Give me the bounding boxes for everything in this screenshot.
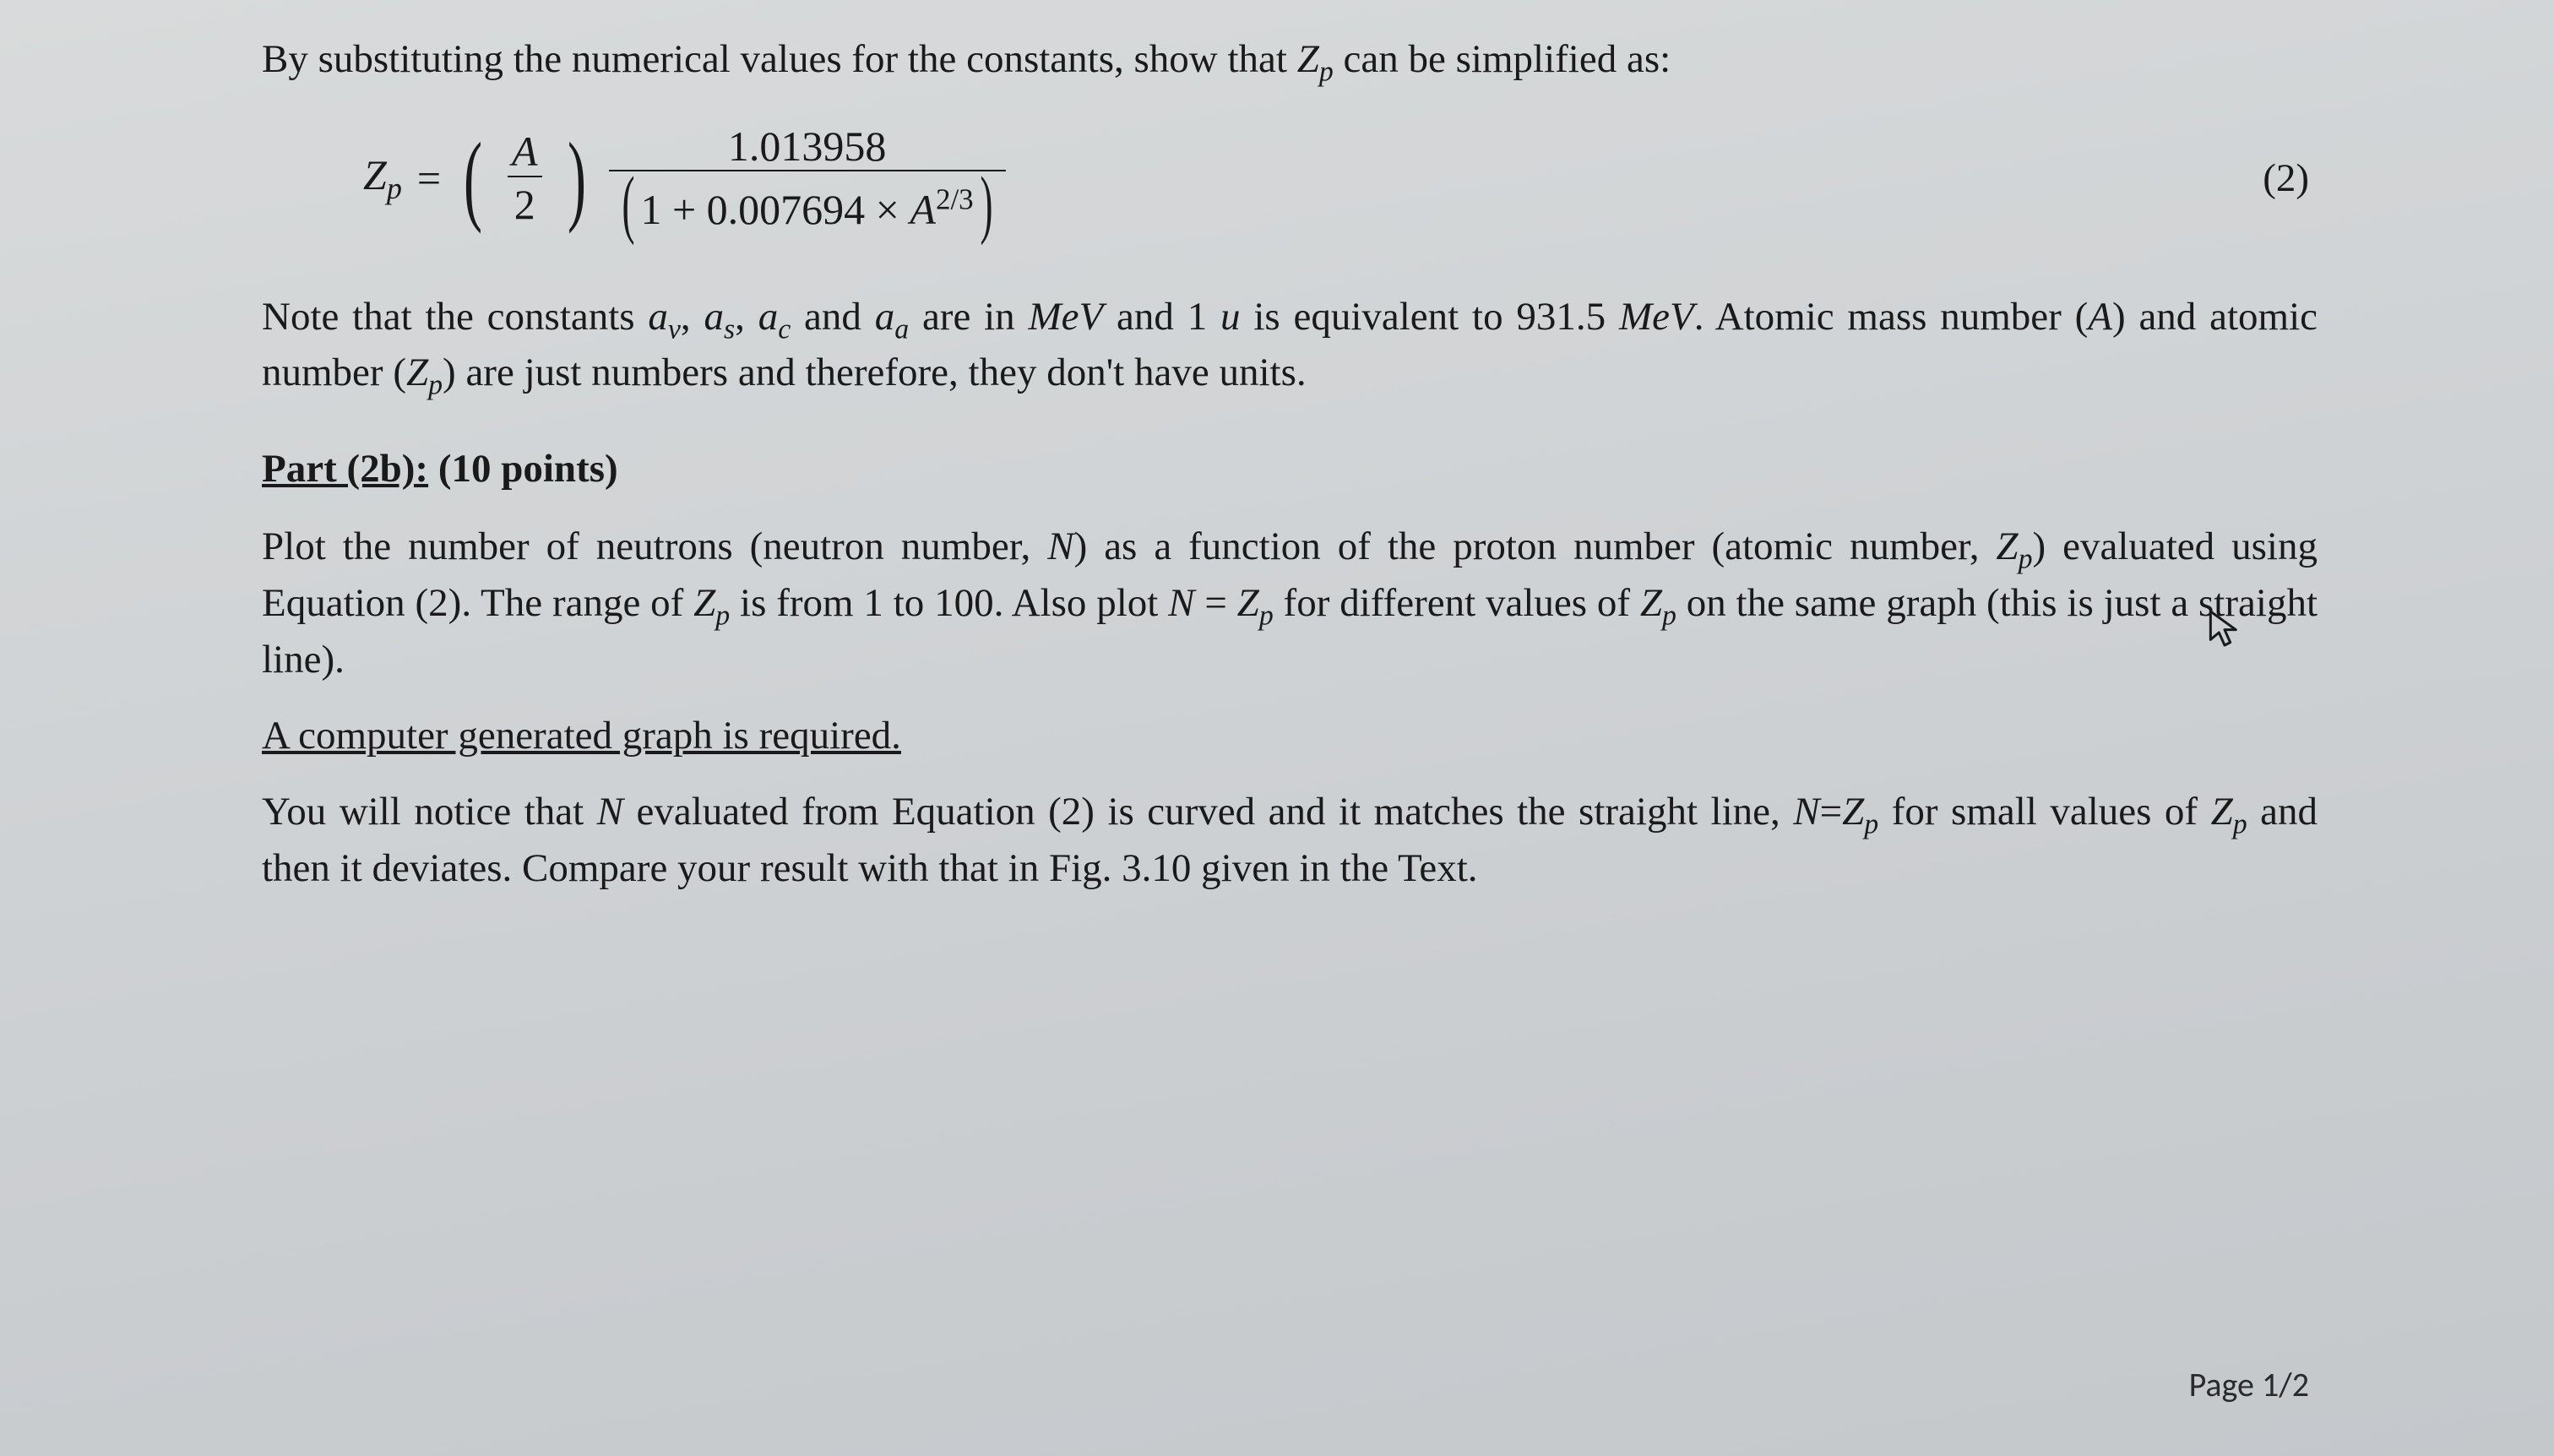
note-mev: MeV bbox=[1029, 295, 1104, 339]
b2-zp-base: Z bbox=[1842, 790, 1864, 834]
note-c2: , bbox=[735, 295, 758, 339]
part-2b-rest: (10 points) bbox=[428, 447, 618, 491]
note-zp2-base: Z bbox=[406, 350, 428, 394]
as-a: a bbox=[704, 295, 724, 339]
cursor-icon bbox=[2208, 608, 2242, 649]
eq-frac1-num: A bbox=[505, 129, 545, 176]
note-mid2: and 1 bbox=[1103, 295, 1220, 339]
eq-numerator: 1.013958 bbox=[721, 124, 894, 171]
eq-lhs-base: Z bbox=[363, 151, 387, 198]
b1-t4: is from 1 to 100. Also plot bbox=[730, 581, 1168, 625]
ac-sub: c bbox=[778, 313, 791, 345]
note-A: A bbox=[2088, 295, 2112, 339]
b1-zp2-sub: p bbox=[715, 600, 730, 631]
rparen2-icon: ) bbox=[980, 182, 992, 227]
note-mid3: is equivalent to 931.5 bbox=[1241, 295, 1619, 339]
body1-paragraph: Plot the number of neutrons (neutron num… bbox=[262, 521, 2318, 685]
requirement-paragraph: A computer generated graph is required. bbox=[262, 710, 2318, 761]
eq-frac-A2: A 2 bbox=[505, 129, 545, 226]
part-2b-heading: Part (2b): (10 points) bbox=[262, 446, 2318, 492]
eq-den-pre: 1 + 0.007694 × bbox=[640, 186, 910, 233]
av-a: a bbox=[648, 295, 668, 339]
note-c1: , bbox=[681, 295, 704, 339]
intro-pre: By substituting the numerical values for… bbox=[262, 37, 1297, 81]
lparen2-icon: ( bbox=[622, 182, 634, 227]
as-sub: s bbox=[724, 313, 735, 345]
eq-lhs-sub: p bbox=[387, 171, 402, 205]
b2-zp2-base: Z bbox=[2211, 790, 2233, 834]
rparen-icon: ) bbox=[568, 138, 586, 219]
av-sub: v bbox=[668, 313, 681, 345]
b1-t5: for different values of bbox=[1274, 581, 1640, 625]
body2-paragraph: You will notice that N evaluated from Eq… bbox=[262, 786, 2318, 894]
note-and: and bbox=[791, 295, 874, 339]
page-number: Page 1/2 bbox=[2189, 1364, 2309, 1405]
eq-denominator: (1 + 0.007694 × A2/3) bbox=[609, 170, 1006, 232]
b1-t1: Plot the number of neutrons (neutron num… bbox=[262, 524, 1047, 568]
b1-zp-sub: p bbox=[2019, 544, 2033, 575]
eq-den-A: A bbox=[910, 186, 936, 233]
intro-post: can be simplified as: bbox=[1334, 37, 1671, 81]
aa-sub: a bbox=[894, 313, 909, 345]
note-pre: Note that the constants bbox=[262, 295, 648, 339]
b1-zp4-base: Z bbox=[1640, 581, 1662, 625]
document-page: By substituting the numerical values for… bbox=[0, 0, 2554, 1456]
note-zp2-sub: p bbox=[428, 370, 443, 401]
b1-zp3-sub: p bbox=[1259, 600, 1274, 631]
b1-N: N bbox=[1047, 524, 1073, 568]
eq-equals: = bbox=[417, 154, 441, 203]
note-mid4: . Atomic mass number ( bbox=[1694, 295, 2089, 339]
eq-frac1-den: 2 bbox=[508, 176, 542, 227]
ac-a: a bbox=[758, 295, 779, 339]
note-u: u bbox=[1220, 295, 1241, 339]
b2-N2: N bbox=[1793, 790, 1819, 834]
b1-zp4-sub: p bbox=[1662, 600, 1676, 631]
lparen-icon: ( bbox=[464, 138, 482, 219]
b2-zp2-sub: p bbox=[2233, 808, 2247, 839]
part-2b-ul: Part (2b): bbox=[262, 447, 428, 491]
b1-N2: N bbox=[1168, 581, 1194, 625]
aa-a: a bbox=[875, 295, 895, 339]
b1-t2: ) as a function of the proton number (at… bbox=[1074, 524, 1997, 568]
b2-t1: You will notice that bbox=[262, 790, 597, 834]
b1-zp2-base: Z bbox=[693, 581, 715, 625]
b2-t3: for small values of bbox=[1878, 790, 2210, 834]
note-mev2: MeV bbox=[1619, 295, 1694, 339]
intro-zp-base: Z bbox=[1297, 37, 1319, 81]
b2-N: N bbox=[597, 790, 623, 834]
equation-number: (2) bbox=[2263, 155, 2309, 201]
eq-main-frac: 1.013958 (1 + 0.007694 × A2/3) bbox=[609, 124, 1006, 232]
equation-row: Zp = ( A 2 ) 1.013958 (1 + 0.007694 × A2… bbox=[262, 124, 2318, 232]
b2-t2: evaluated from Equation (2) is curved an… bbox=[623, 790, 1793, 834]
note-paragraph: Note that the constants av, as, ac and a… bbox=[262, 291, 2318, 404]
b2-zp-sub: p bbox=[1864, 808, 1878, 839]
b1-eq: = bbox=[1195, 581, 1237, 625]
b1-zp-base: Z bbox=[1996, 524, 2018, 568]
intro-paragraph: By substituting the numerical values for… bbox=[262, 34, 2318, 90]
note-mid6: ) are just numbers and therefore, they d… bbox=[443, 350, 1307, 394]
b1-zp3-base: Z bbox=[1237, 581, 1259, 625]
eq-lhs: Zp bbox=[363, 150, 402, 206]
b2-eq: = bbox=[1820, 790, 1843, 834]
requirement-text: A computer generated graph is required. bbox=[262, 714, 901, 758]
note-mid1: are in bbox=[909, 295, 1028, 339]
eq-den-exp: 2/3 bbox=[936, 183, 974, 216]
intro-zp-sub: p bbox=[1319, 56, 1334, 87]
equation: Zp = ( A 2 ) 1.013958 (1 + 0.007694 × A2… bbox=[363, 124, 1006, 232]
